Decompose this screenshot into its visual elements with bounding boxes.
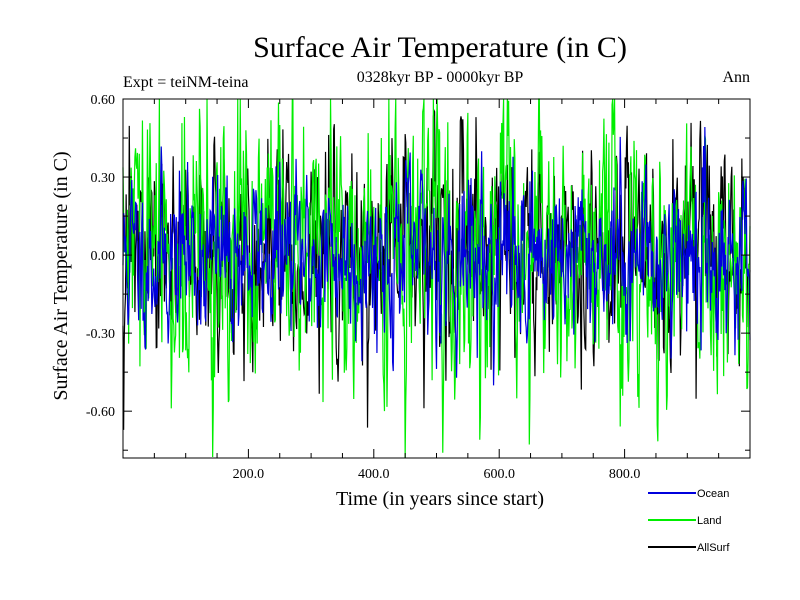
x-axis-label: Time (in years since start) [336, 488, 544, 510]
x-tick-label: 800.0 [609, 467, 641, 482]
season-label: Ann [722, 69, 750, 86]
y-tick-label: -0.60 [86, 405, 115, 420]
x-tick-label: 600.0 [483, 467, 515, 482]
legend-label-land: Land [697, 515, 721, 527]
series-line-ocean [122, 127, 751, 386]
y-axis-label: Surface Air Temperature (in C) [50, 151, 72, 400]
y-tick-label: 0.00 [91, 249, 116, 264]
experiment-label: Expt = teiNM-teina [123, 74, 248, 91]
ticks-layer: 200.0 400.0 600.0 800.0 0.60 0.30 0.00 -0.30 -0.… [86, 93, 750, 482]
period-label: 0328kyr BP - 0000kyr BP [357, 69, 524, 86]
legend-label-ocean: Ocean [697, 488, 729, 500]
legend-label-allsurf: AllSurf [697, 542, 730, 554]
x-tick-label: 200.0 [233, 467, 265, 482]
legend: Ocean Land AllSurf [648, 488, 730, 554]
y-tick-label: 0.60 [91, 93, 116, 108]
x-tick-label: 400.0 [358, 467, 390, 482]
chart-title: Surface Air Temperature (in C) [253, 31, 627, 64]
series-layer [122, 98, 751, 459]
y-tick-label: 0.30 [91, 171, 116, 186]
y-tick-label: -0.30 [86, 327, 115, 342]
